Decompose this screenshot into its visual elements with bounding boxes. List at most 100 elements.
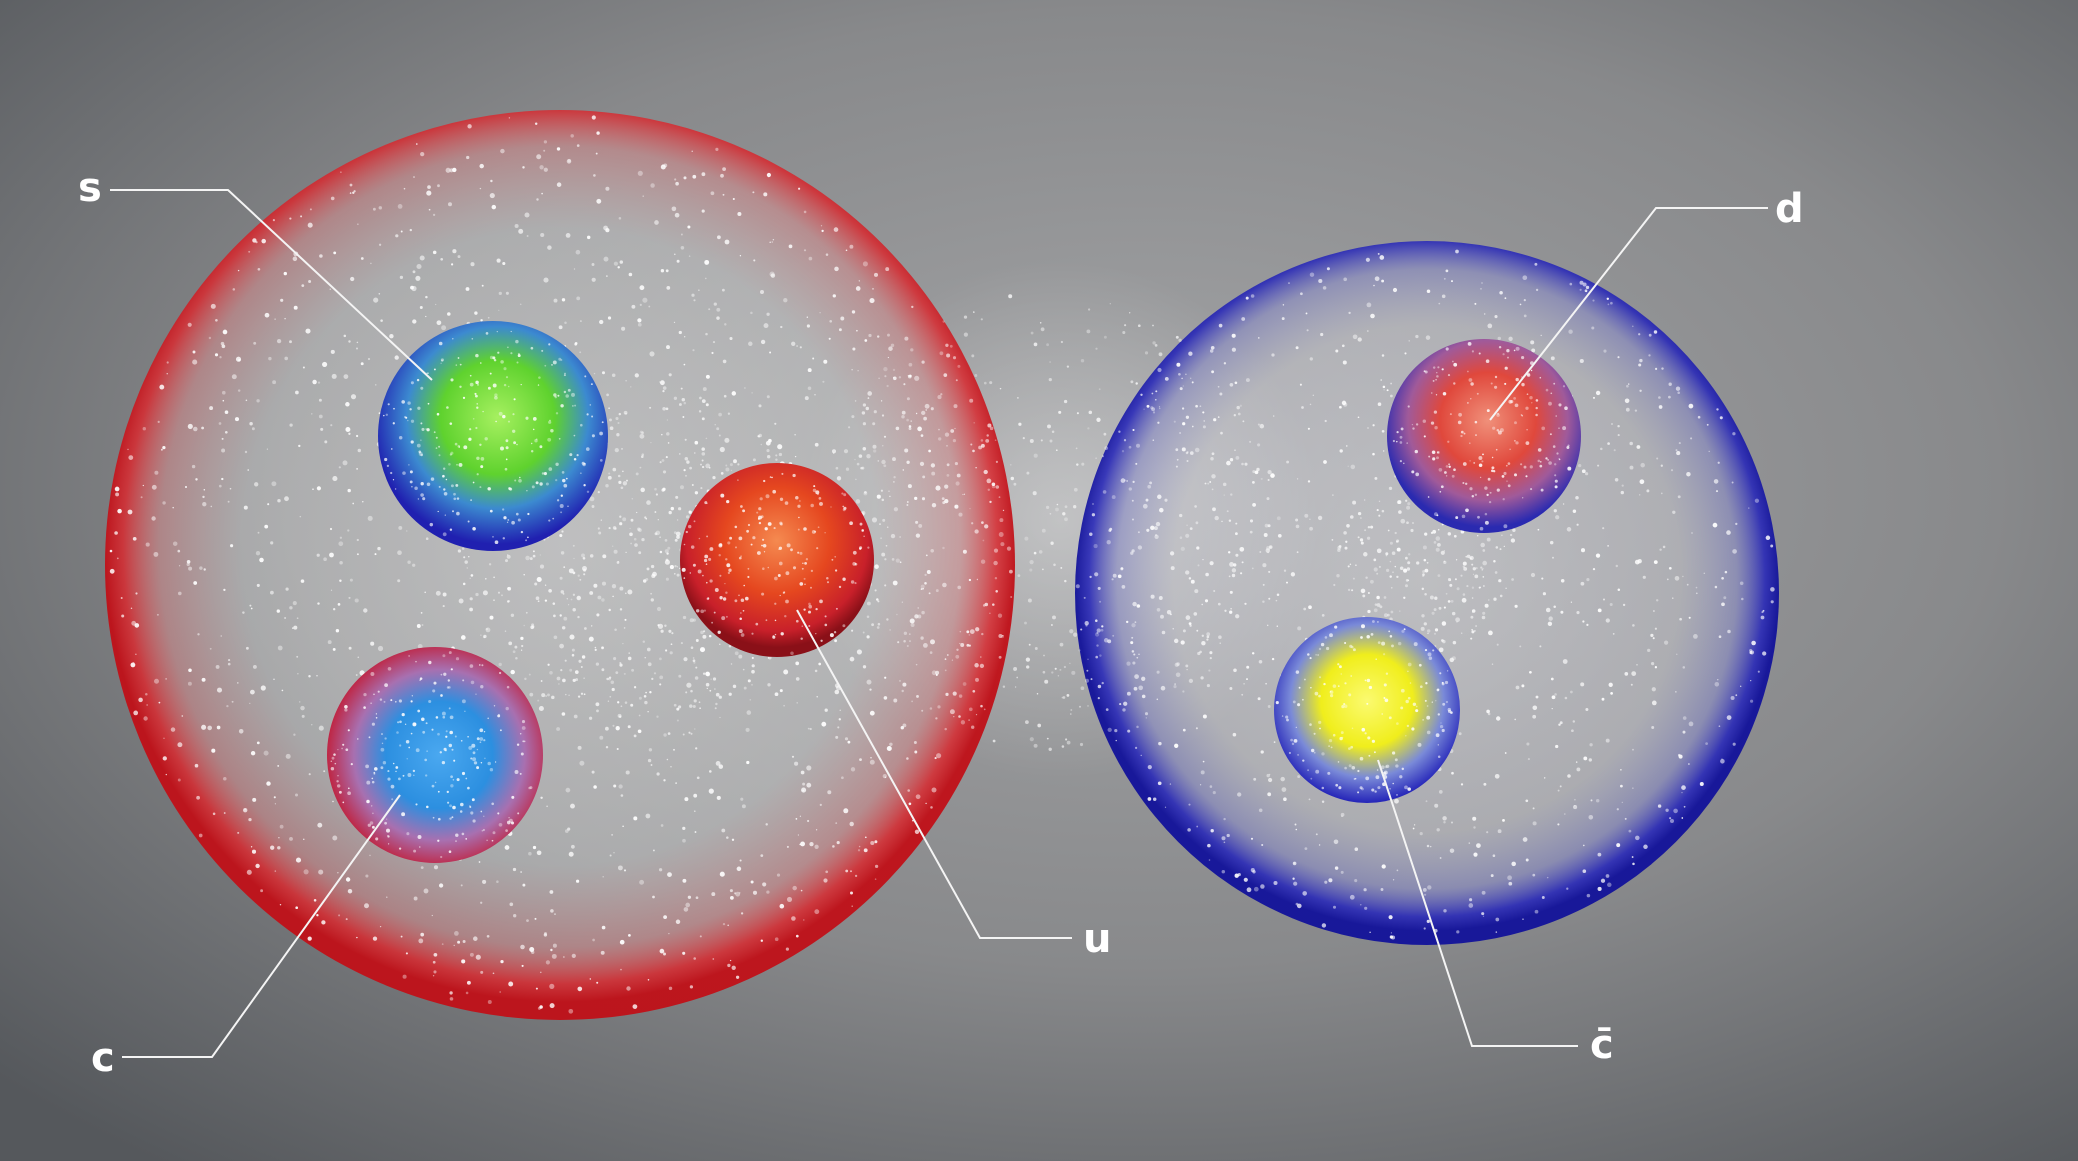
particle-dot <box>196 795 200 800</box>
particle-dot <box>363 608 368 613</box>
particle-dot <box>1120 567 1124 571</box>
particle-dot <box>295 857 302 863</box>
particle-dot <box>528 851 532 856</box>
particle-dot <box>1443 277 1446 280</box>
particle-dot <box>664 539 668 542</box>
particle-dot <box>1259 551 1262 553</box>
particle-dot <box>449 804 453 808</box>
particle-dot <box>181 715 184 717</box>
particle-dot <box>530 442 533 445</box>
particle-dot <box>513 914 517 918</box>
particle-dot <box>676 566 679 568</box>
particle-dot <box>655 493 659 496</box>
particle-dot <box>763 323 769 329</box>
particle-dot <box>1060 340 1064 344</box>
particle-dot <box>722 167 726 171</box>
leader-line-s <box>110 189 433 381</box>
particle-dot <box>276 609 280 613</box>
particle-dot <box>539 564 545 569</box>
particle-dot <box>353 190 356 193</box>
particle-dot <box>1493 470 1496 473</box>
particle-dot <box>482 879 487 884</box>
particle-dot <box>437 510 439 513</box>
particle-dot <box>668 986 673 991</box>
particle-dot <box>421 624 424 626</box>
particle-dot <box>1124 324 1127 327</box>
particle-dot <box>648 305 651 308</box>
particle-dot <box>538 376 541 379</box>
particle-dot <box>1249 530 1253 534</box>
particle-dot <box>1364 499 1366 501</box>
particle-dot <box>1559 721 1563 725</box>
particle-dot <box>738 536 743 541</box>
particle-dot <box>311 413 313 415</box>
particle-dot <box>1237 873 1241 877</box>
particle-dot <box>1029 737 1034 742</box>
particle-dot <box>424 758 428 762</box>
particle-dot <box>1595 553 1601 558</box>
particle-dot <box>534 582 538 586</box>
particle-dot <box>470 574 474 577</box>
particle-dot <box>682 838 686 843</box>
particle-dot <box>659 550 663 554</box>
particle-dot <box>620 486 624 490</box>
particle-dot <box>705 463 711 469</box>
particle-dot <box>1617 424 1620 428</box>
particle-dot <box>441 711 446 716</box>
particle-dot <box>409 228 412 232</box>
particle-dot <box>769 351 772 354</box>
particle-dot <box>1386 568 1390 573</box>
particle-dot <box>342 460 348 466</box>
particle-dot <box>1570 601 1573 603</box>
particle-dot <box>864 339 868 342</box>
particle-dot <box>222 329 228 335</box>
particle-dot <box>861 411 866 415</box>
particle-dot <box>1491 456 1494 459</box>
particle-dot <box>283 271 287 276</box>
particle-dot <box>425 428 427 430</box>
particle-dot <box>678 403 682 406</box>
particle-dot <box>504 467 508 471</box>
particle-dot <box>1175 335 1179 339</box>
particle-dot <box>954 504 959 509</box>
particle-dot <box>211 748 216 753</box>
particle-dot <box>1087 704 1089 707</box>
particle-dot <box>1281 317 1285 321</box>
particle-dot <box>539 482 543 486</box>
particle-dot <box>622 517 627 522</box>
particle-dot <box>1471 609 1476 613</box>
particle-dot <box>1194 505 1197 508</box>
particle-dot <box>665 558 669 562</box>
particle-dot <box>1119 703 1122 706</box>
particle-dot <box>1638 333 1641 336</box>
particle-dot <box>855 499 861 504</box>
particle-dot <box>552 517 555 520</box>
particle-dot <box>573 714 578 719</box>
particle-dot <box>728 692 732 696</box>
particle-dot <box>1101 455 1104 458</box>
particle-dot <box>1188 678 1194 684</box>
particle-dot <box>374 767 378 771</box>
particle-dot <box>1200 770 1205 775</box>
particle-dot <box>1390 394 1393 398</box>
particle-dot <box>1038 550 1043 554</box>
particle-dot <box>692 349 695 352</box>
particle-dot <box>1495 931 1498 933</box>
particle-dot <box>1328 738 1333 743</box>
particle-dot <box>568 851 574 857</box>
particle-dot <box>1540 334 1542 337</box>
particle-dot <box>208 336 212 340</box>
particle-dot <box>1442 392 1447 396</box>
particle-dot <box>578 659 582 663</box>
particle-dot <box>803 577 806 580</box>
particle-dot <box>1293 881 1298 886</box>
particle-dot <box>1134 674 1139 679</box>
particle-dot <box>1340 731 1344 735</box>
particle-dot <box>944 658 947 660</box>
particle-dot <box>1339 736 1343 741</box>
particle-dot <box>740 555 742 557</box>
particle-dot <box>634 373 639 378</box>
particle-dot <box>344 708 348 712</box>
particle-dot <box>728 568 732 572</box>
particle-dot <box>417 709 421 713</box>
